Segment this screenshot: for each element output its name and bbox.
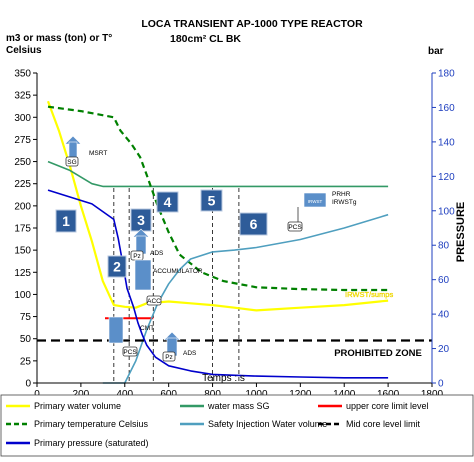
- left-axis-label-line2: Celsius: [6, 45, 42, 56]
- cmt-label: CMT: [140, 325, 154, 332]
- yellow-curve-end-label: IRWST/sumps: [345, 290, 393, 299]
- left-tick-label: 325: [14, 91, 31, 102]
- right-tick-label: 180: [438, 69, 455, 80]
- legend-label-6: Primary pressure (saturated): [34, 438, 149, 448]
- accumulator-label: ACCUMULATOR: [153, 268, 203, 275]
- right-tick-label: 120: [438, 172, 455, 183]
- phase-number-1: 1: [62, 213, 70, 229]
- left-tick-label: 300: [14, 113, 31, 124]
- plot-area: [37, 73, 432, 383]
- right-tick-label: 80: [438, 241, 450, 252]
- right-axis-unit: bar: [428, 46, 444, 57]
- x-tick-label: 200: [73, 389, 90, 400]
- sg-text: SG: [67, 159, 76, 166]
- acc-tag: [146, 295, 162, 306]
- left-tick-label: 150: [14, 246, 31, 257]
- right-tick-label: 100: [438, 206, 455, 217]
- ads-bottom-label: ADS: [183, 350, 197, 357]
- phase-box-5: [200, 189, 223, 212]
- series-line-4: [102, 213, 389, 384]
- phase-box-1: [55, 209, 77, 233]
- series-line-3: [47, 105, 389, 292]
- x-tick-label: 1200: [289, 389, 312, 400]
- phase-number-6: 6: [250, 216, 258, 232]
- msrt-label: MSRT: [89, 150, 107, 157]
- legend-label-4: Safety Injection Water volume: [208, 419, 327, 429]
- right-tick-label: 0: [438, 379, 444, 390]
- x-tick-label: 1600: [377, 389, 400, 400]
- left-tick-label: 175: [14, 224, 31, 235]
- left-axis-label-line1: m3 or mass (ton) or T°: [6, 33, 112, 44]
- sg-tag: [65, 156, 79, 167]
- left-tick-label: 275: [14, 135, 31, 146]
- legend-box: [0, 394, 474, 457]
- left-tick-label: 225: [14, 179, 31, 190]
- x-tick-label: 800: [204, 389, 221, 400]
- right-tick-label: 60: [438, 275, 450, 286]
- phase-number-2: 2: [113, 259, 121, 275]
- legend-label-2: upper core limit level: [346, 401, 429, 411]
- accumulator-icon: [134, 259, 152, 291]
- phase-number-4: 4: [164, 194, 172, 210]
- phase-number-5: 5: [208, 193, 216, 209]
- phase-box-4: [156, 191, 179, 213]
- legend-label-0: Primary water volume: [34, 401, 121, 411]
- left-tick-label: 75: [20, 312, 32, 323]
- series-line-6: [47, 189, 389, 379]
- prhr-label: PRHR: [332, 191, 351, 198]
- left-tick-label: 200: [14, 201, 31, 212]
- right-tick-label: 20: [438, 344, 450, 355]
- pz-bottom-text: Pz: [165, 354, 173, 361]
- x-tick-label: 1800: [421, 389, 444, 400]
- legend-label-5: Mid core level limit: [346, 419, 421, 429]
- left-tick-label: 100: [14, 290, 31, 301]
- pcs-left-text: PCS: [123, 349, 137, 356]
- x-tick-label: 1400: [333, 389, 356, 400]
- left-tick-label: 0: [25, 379, 31, 390]
- ads-top-label: ADS: [150, 250, 164, 257]
- legend-label-1: water mass SG: [207, 401, 270, 411]
- left-tick-label: 50: [20, 334, 32, 345]
- chart-subtitle: 180cm² CL BK: [170, 33, 241, 45]
- left-tick-label: 25: [20, 356, 32, 367]
- series-line-1: [47, 160, 389, 188]
- pcs-left-tag: [122, 346, 138, 357]
- chart-title: LOCA TRANSIENT AP-1000 TYPE REACTOR: [141, 18, 363, 30]
- phase-box-2: [107, 255, 127, 278]
- pcs-right-text: PCS: [288, 224, 302, 231]
- pz-top-text: Pz: [133, 253, 141, 260]
- phase-box-6: [239, 212, 268, 236]
- prohibited-zone-label: PROHIBITED ZONE: [334, 348, 422, 359]
- x-tick-label: 600: [160, 389, 177, 400]
- x-tick-label: 400: [116, 389, 133, 400]
- right-tick-label: 40: [438, 310, 450, 321]
- cmt-tank-icon: [108, 316, 124, 344]
- pcs-right-tag: [287, 221, 303, 232]
- irwst-tank-icon: [303, 192, 327, 208]
- left-tick-label: 350: [14, 69, 31, 80]
- acc-text: ACC: [147, 298, 161, 305]
- irwst-tank-text: IRWST: [308, 199, 323, 204]
- legend-label-3: Primary temperature Celsius: [34, 419, 149, 429]
- x-axis-label: Temps : s: [202, 373, 245, 384]
- left-tick-label: 250: [14, 157, 31, 168]
- right-axis-label: PRESSURE: [455, 202, 467, 263]
- irwst-label: IRWSTg: [332, 199, 357, 206]
- right-tick-label: 140: [438, 137, 455, 148]
- pz-bottom-tag: [162, 351, 176, 362]
- x-tick-label: 1000: [245, 389, 268, 400]
- x-tick-label: 0: [34, 389, 40, 400]
- phase-number-3: 3: [137, 212, 145, 228]
- right-tick-label: 160: [438, 103, 455, 114]
- left-tick-label: 125: [14, 268, 31, 279]
